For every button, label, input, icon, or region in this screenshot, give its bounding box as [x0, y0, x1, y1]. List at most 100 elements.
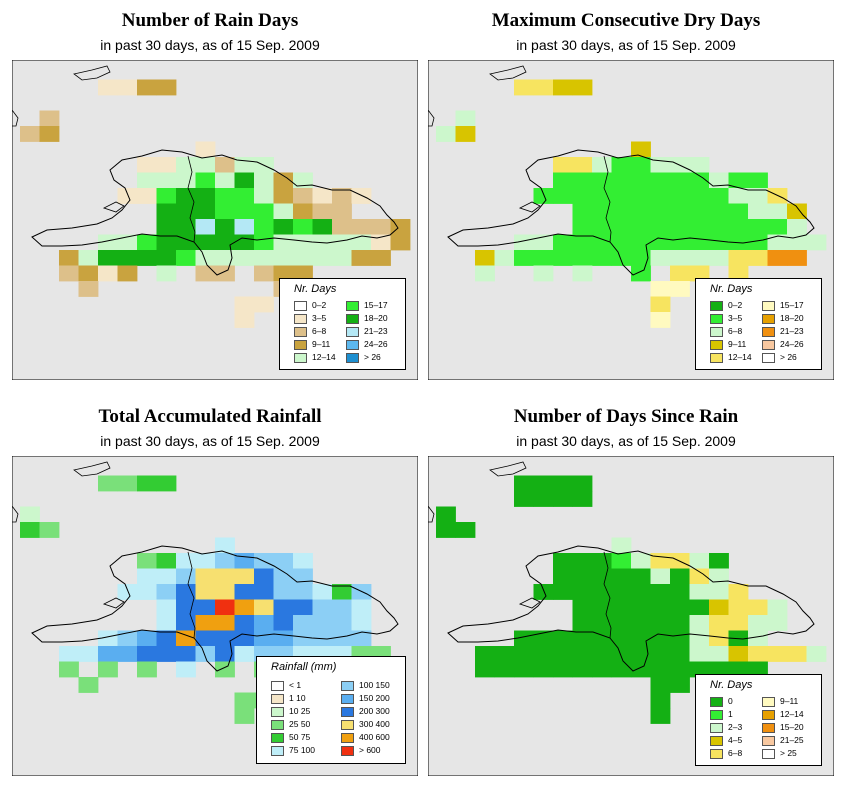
- grid-cell: [436, 126, 456, 142]
- panel-subtitle: in past 30 days, as of 15 Sep. 2009: [100, 433, 320, 449]
- legend-label: > 26: [364, 352, 381, 362]
- grid-cell: [176, 157, 196, 173]
- grid-cell: [195, 172, 216, 189]
- grid-cell: [293, 615, 313, 631]
- legend-label: 300 400: [359, 719, 390, 729]
- grid-cell: [195, 250, 216, 266]
- grid-cell: [215, 661, 235, 678]
- small-island: [489, 461, 527, 477]
- grid-cell: [234, 630, 255, 647]
- grid-cell: [611, 661, 632, 678]
- west-island: [428, 109, 435, 127]
- grid-cell: [176, 568, 196, 585]
- legend-label: 1: [728, 709, 733, 719]
- grid-cell: [650, 188, 671, 204]
- grid-cell: [98, 234, 118, 251]
- grid-cell: [273, 584, 294, 600]
- grid-cell: [215, 568, 235, 585]
- grid-cell: [572, 615, 593, 631]
- legend-label: 400 600: [359, 732, 390, 742]
- grid-cell: [156, 553, 177, 569]
- grid-cell: [312, 188, 333, 204]
- grid-cell: [553, 661, 573, 678]
- grid-cell: [592, 553, 612, 569]
- grid-cell: [137, 157, 157, 173]
- grid-cell: [176, 172, 196, 189]
- border-line: [187, 155, 196, 243]
- grid-cell: [156, 568, 177, 585]
- legend-swatch: [346, 301, 359, 311]
- grid-cell: [670, 188, 690, 204]
- grid-cell: [748, 599, 768, 616]
- grid-cell: [176, 250, 196, 266]
- grid-cell: [533, 234, 554, 251]
- legend-label: 0: [728, 696, 733, 706]
- grid-cell: [572, 475, 593, 492]
- legend-label: 12–14: [312, 352, 336, 362]
- grid-cell: [650, 661, 671, 678]
- grid-cell: [234, 234, 255, 251]
- grid-cell: [273, 568, 294, 585]
- grid-cell: [728, 584, 749, 600]
- grid-cell: [254, 219, 274, 235]
- grid-cell: [650, 172, 671, 189]
- grid-cell: [553, 630, 573, 647]
- grid-cell: [351, 584, 372, 600]
- grid-cell: [572, 491, 593, 507]
- grid-cell: [631, 203, 651, 220]
- legend-swatch: [762, 697, 775, 707]
- grid-cell: [137, 234, 157, 251]
- legend-title: Nr. Days: [710, 283, 753, 295]
- grid-cell: [709, 188, 729, 204]
- grid-cell: [254, 188, 274, 204]
- legend-swatch: [294, 353, 307, 363]
- grid-cell: [117, 646, 138, 662]
- grid-cell: [650, 646, 671, 662]
- days-since-rain-panel: Number of Days Since Rain in past 30 day…: [416, 396, 836, 786]
- west-island: [12, 109, 19, 127]
- panel-title: Number of Days Since Rain: [513, 406, 739, 427]
- legend-label: 9–11: [728, 339, 747, 349]
- grid-cell: [494, 646, 515, 662]
- grid-cell: [572, 599, 593, 616]
- grid-cell: [611, 537, 632, 554]
- grid-cell: [572, 203, 593, 220]
- grid-cell: [78, 281, 99, 297]
- grid-cell: [670, 646, 690, 662]
- grid-cell: [514, 661, 534, 678]
- grid-cell: [234, 296, 255, 313]
- grid-cell: [137, 646, 157, 662]
- grid-cell: [137, 79, 157, 96]
- grid-cell: [351, 188, 372, 204]
- grid-cell: [273, 219, 294, 235]
- grid-cell: [20, 522, 40, 538]
- grid-cell: [572, 568, 593, 585]
- rain-days-panel: Number of Rain Days in past 30 days, as …: [0, 0, 420, 390]
- max-dry-days-panel: Maximum Consecutive Dry Days in past 30 …: [416, 0, 836, 390]
- grid-cell: [455, 110, 476, 127]
- grid-cell: [592, 188, 612, 204]
- grid-cell: [273, 234, 294, 251]
- border-line: [603, 551, 612, 639]
- grid-cell: [611, 234, 632, 251]
- legend-swatch: [710, 301, 723, 311]
- grid-cell: [592, 172, 612, 189]
- grid-cell: [156, 157, 177, 173]
- grid-cell: [728, 661, 749, 678]
- grid-cell: [156, 188, 177, 204]
- grid-cell: [195, 646, 216, 662]
- grid-cell: [650, 584, 671, 600]
- grid-cell: [371, 219, 391, 235]
- grid-cell: [611, 157, 632, 173]
- legend-swatch: [710, 736, 723, 746]
- grid-cell: [572, 172, 593, 189]
- legend-swatch: [294, 327, 307, 337]
- legend-label: < 1: [289, 680, 302, 690]
- legend-label: 15–17: [364, 300, 388, 310]
- grid-cell: [117, 630, 138, 647]
- grid-cell: [748, 172, 768, 189]
- grid-cell: [332, 250, 352, 266]
- grid-cell: [195, 584, 216, 600]
- grid-cell: [728, 615, 749, 631]
- total-rainfall-map: [12, 456, 418, 776]
